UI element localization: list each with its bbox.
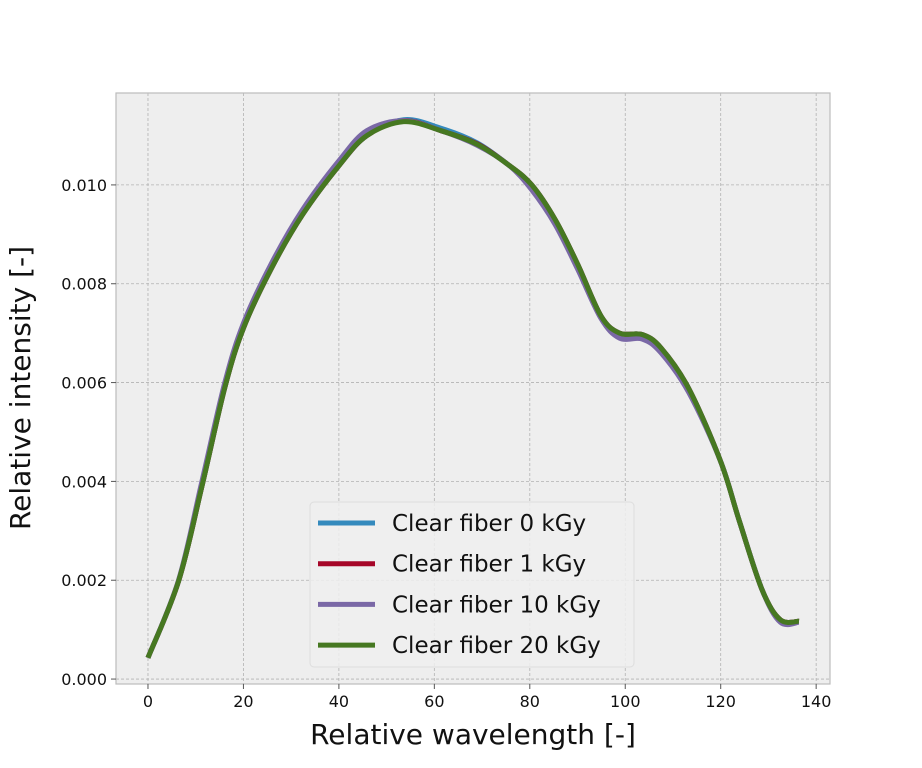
- y-tick-label: 0.006: [61, 374, 107, 393]
- x-tick-label: 40: [329, 692, 349, 711]
- y-axis-ticks: 0.000 0.002 0.004 0.006 0.008 0.010: [61, 176, 116, 689]
- series-lines: [145, 117, 800, 659]
- x-tick-label: 120: [705, 692, 736, 711]
- y-tick-label: 0.008: [61, 275, 107, 294]
- x-tick-label: 100: [610, 692, 641, 711]
- y-axis-label: Relative intensity [-]: [4, 246, 37, 530]
- x-tick-label: 0: [143, 692, 153, 711]
- x-tick-label: 80: [520, 692, 540, 711]
- legend-label-clear-fiber-1-kgy: Clear fiber 1 kGy: [392, 552, 586, 578]
- x-axis-label: Relative wavelength [-]: [310, 718, 636, 751]
- x-tick-label: 20: [233, 692, 253, 711]
- legend-label-clear-fiber-0-kgy: Clear fiber 0 kGy: [392, 511, 586, 537]
- legend-box: [309, 501, 635, 668]
- x-tick-label: 140: [801, 692, 832, 711]
- y-tick-label: 0.010: [61, 176, 107, 195]
- legend: Clear fiber 0 kGy Clear fiber 1 kGy Clear …: [309, 501, 635, 668]
- y-tick-label: 0.002: [61, 571, 107, 590]
- series-line-clear-fiber-20-kgy: [145, 119, 800, 659]
- x-tick-label: 60: [424, 692, 444, 711]
- y-tick-label: 0.004: [61, 472, 107, 491]
- y-tick-label: 0.000: [61, 670, 107, 689]
- plot-frame: [115, 92, 831, 685]
- legend-label-clear-fiber-20-kgy: Clear fiber 20 kGy: [392, 633, 601, 659]
- legend-label-clear-fiber-10-kgy: Clear fiber 10 kGy: [392, 592, 601, 618]
- x-axis-ticks: 0 20 40 60 80 100 120 140: [143, 684, 832, 711]
